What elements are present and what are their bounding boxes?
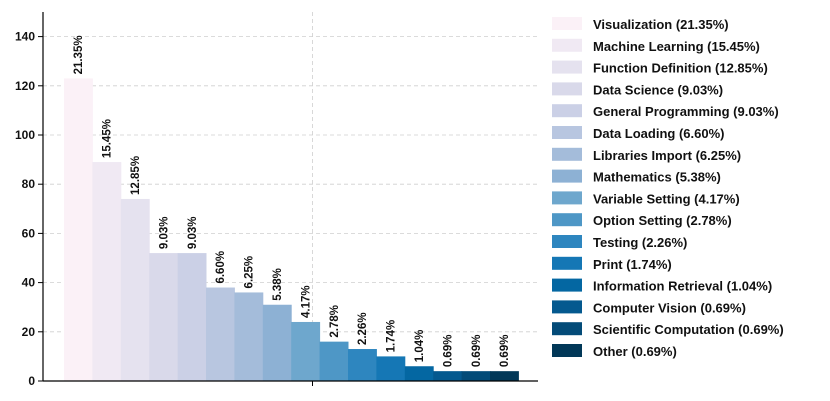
y-tick-label: 100	[15, 128, 35, 142]
bar	[461, 371, 491, 381]
y-tick-label: 40	[22, 276, 36, 290]
legend-label: Libraries Import (6.25%)	[593, 148, 741, 163]
y-tick-label: 60	[22, 226, 36, 240]
legend-swatch	[552, 17, 582, 30]
legend-swatch	[552, 38, 582, 52]
bar	[348, 349, 377, 381]
legend-swatch	[552, 322, 582, 336]
bar-label: 2.26%	[357, 312, 369, 345]
bar-label: 1.74%	[386, 320, 398, 353]
bar-label: 0.69%	[499, 335, 511, 368]
y-tick-label: 20	[22, 325, 36, 339]
bar-label: 2.78%	[329, 305, 341, 338]
legend-label: Visualization (21.35%)	[593, 17, 729, 32]
y-tick-label: 120	[15, 79, 35, 93]
legend-label: Testing (2.26%)	[593, 235, 687, 250]
legend-label: Function Definition (12.85%)	[593, 61, 768, 76]
bar-label: 5.38%	[272, 268, 284, 301]
legend-label: Data Science (9.03%)	[593, 82, 723, 97]
legend-swatch	[552, 213, 582, 227]
legend-label: Print (1.74%)	[593, 257, 672, 272]
bar-label: 9.03%	[187, 216, 199, 249]
legend-swatch	[552, 147, 582, 161]
bar-label: 15.45%	[102, 119, 114, 158]
bar	[291, 321, 321, 381]
bar-label: 6.25%	[244, 256, 256, 289]
legend-swatch	[552, 191, 582, 205]
legend-swatch	[552, 256, 582, 270]
y-tick-label: 80	[22, 177, 36, 191]
legend-swatch	[552, 60, 582, 74]
y-tick-label: 140	[15, 30, 35, 44]
legend-label: Machine Learning (15.45%)	[593, 39, 760, 54]
bar-label: 0.69%	[471, 335, 483, 368]
bar	[206, 287, 235, 381]
legend-swatch	[552, 169, 582, 183]
bar-label: 4.17%	[300, 285, 312, 318]
legend-label: Mathematics (5.38%)	[593, 170, 721, 185]
legend-swatch	[552, 235, 582, 248]
legend-label: Variable Setting (4.17%)	[593, 191, 740, 206]
legend-swatch	[552, 104, 582, 118]
bar-label: 21.35%	[73, 35, 85, 74]
y-tick-label: 0	[28, 374, 35, 388]
bar-label: 0.69%	[442, 335, 454, 368]
bar	[177, 253, 207, 381]
bar	[234, 292, 264, 381]
legend-swatch	[552, 344, 582, 357]
legend-swatch	[552, 300, 582, 314]
bar	[92, 162, 122, 381]
bar	[319, 341, 349, 381]
legend-label: Other (0.69%)	[593, 344, 677, 359]
legend-label: Scientific Computation (0.69%)	[593, 322, 784, 337]
bar	[149, 253, 179, 381]
bar-label: 6.60%	[215, 251, 227, 284]
bar	[262, 304, 292, 381]
legend-label: Data Loading (6.60%)	[593, 126, 724, 141]
bar	[64, 78, 93, 382]
bar	[433, 371, 463, 381]
legend-label: Computer Vision (0.69%)	[593, 300, 746, 315]
legend-label: General Programming (9.03%)	[593, 104, 779, 119]
bar	[404, 366, 434, 381]
bar	[120, 198, 150, 381]
legend-swatch	[552, 82, 582, 96]
bar-label: 1.04%	[414, 330, 426, 363]
legend-label: Option Setting (2.78%)	[593, 213, 732, 228]
legend-swatch	[552, 126, 582, 139]
legend-swatch	[552, 278, 582, 292]
bar	[490, 371, 519, 381]
bar-label: 12.85%	[130, 156, 142, 195]
bar-label: 9.03%	[158, 216, 170, 249]
bar	[376, 356, 406, 381]
legend-label: Information Retrieval (1.04%)	[593, 279, 772, 294]
